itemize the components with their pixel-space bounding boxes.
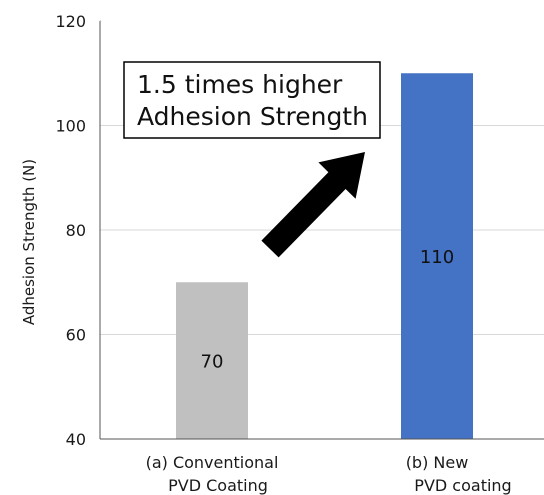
callout-box [123,61,381,139]
data-label-70: 70 [201,352,224,373]
bar-layer [176,73,473,439]
grid-layer [100,125,544,335]
category-label-1-line-0: (b) New [406,453,469,472]
category-label-1-line-1: PVD coating [414,476,511,495]
y-tick-label-80: 80 [66,221,86,240]
bar-conventional [176,282,248,439]
annotation-layer: 1.5 times higher Adhesion Strength [123,61,381,258]
data-label-110: 110 [420,247,454,268]
callout-line-1: 1.5 times higher [137,70,343,99]
arrow-up-right-icon [261,152,365,258]
callout-line-2: Adhesion Strength [137,102,368,131]
y-tick-label-100: 100 [55,117,86,136]
y-tick-label-40: 40 [66,430,86,449]
category-label-0-line-1: PVD Coating [168,476,268,495]
bar-new [401,73,473,439]
axis-layer [99,20,544,440]
y-tick-label-120: 120 [55,12,86,31]
category-label-0-line-0: (a) Conventional [146,453,279,472]
label-layer: 40 60 80 100 120 70 110 (a) Conventional PVD Coa… [20,12,512,495]
y-tick-label-60: 60 [66,326,86,345]
y-axis-title: Adhesion Strength (N) [20,159,38,325]
